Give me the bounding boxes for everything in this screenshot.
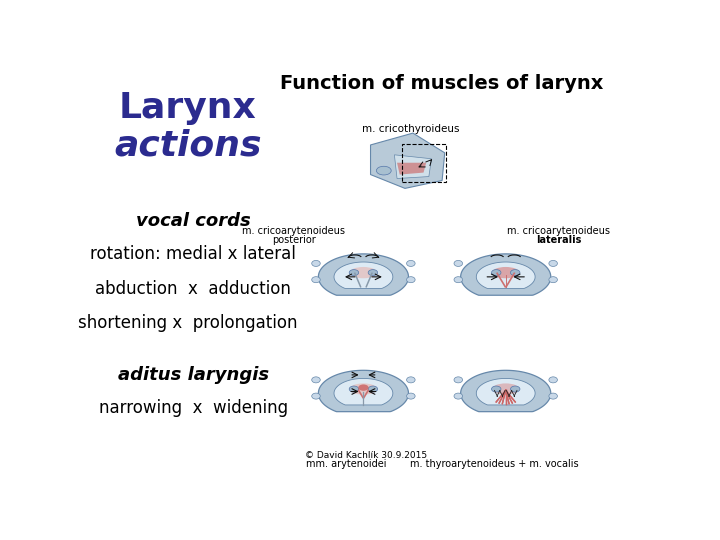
Polygon shape [334,262,393,288]
Text: Larynx: Larynx [119,91,256,125]
Ellipse shape [454,260,462,266]
Text: shortening x  prolongation: shortening x prolongation [78,314,297,333]
Polygon shape [318,370,408,411]
Polygon shape [334,379,393,405]
Ellipse shape [368,386,378,392]
Text: abduction  x  adduction: abduction x adduction [95,280,291,298]
Text: m. thyroarytenoideus + m. vocalis: m. thyroarytenoideus + m. vocalis [410,459,579,469]
Ellipse shape [349,269,359,275]
Ellipse shape [377,166,391,175]
Ellipse shape [407,276,415,282]
Ellipse shape [454,276,462,282]
Text: mm. arytenoidei: mm. arytenoidei [307,459,387,469]
Text: actions: actions [114,129,261,163]
Text: Function of muscles of larynx: Function of muscles of larynx [280,74,603,93]
Ellipse shape [312,377,320,383]
Text: lateralis: lateralis [536,235,582,245]
Text: vocal cords: vocal cords [136,212,251,230]
Ellipse shape [492,267,519,278]
Polygon shape [477,262,535,288]
Text: m. cricoarytenoideus: m. cricoarytenoideus [242,226,345,236]
Text: m. cricoarytenoideus: m. cricoarytenoideus [507,226,611,236]
Ellipse shape [492,269,501,275]
Ellipse shape [312,260,320,266]
Text: posterior: posterior [271,235,315,245]
Ellipse shape [549,276,557,282]
Polygon shape [477,379,535,405]
Ellipse shape [492,383,519,395]
Ellipse shape [549,260,557,266]
Ellipse shape [407,377,415,383]
Polygon shape [461,370,551,411]
Text: rotation: medial x lateral: rotation: medial x lateral [90,245,296,263]
Text: © David Kachlík 30.9.2015: © David Kachlík 30.9.2015 [305,451,427,460]
Ellipse shape [454,377,462,383]
Ellipse shape [407,393,415,399]
Polygon shape [397,163,426,174]
Ellipse shape [312,276,320,282]
Ellipse shape [492,386,501,392]
Ellipse shape [549,377,557,383]
Ellipse shape [549,393,557,399]
Ellipse shape [510,269,520,275]
Ellipse shape [349,386,359,392]
Polygon shape [318,254,408,295]
Polygon shape [395,155,431,179]
Ellipse shape [350,383,377,395]
Ellipse shape [510,386,520,392]
Polygon shape [461,254,551,295]
Ellipse shape [368,269,378,275]
Text: narrowing  x  widening: narrowing x widening [99,399,288,417]
Text: m. cricothyroideus: m. cricothyroideus [362,124,459,134]
Ellipse shape [407,260,415,266]
Ellipse shape [454,393,462,399]
Polygon shape [371,133,445,188]
Ellipse shape [350,267,377,278]
Text: aditus laryngis: aditus laryngis [117,366,269,383]
Ellipse shape [359,384,369,391]
Ellipse shape [312,393,320,399]
